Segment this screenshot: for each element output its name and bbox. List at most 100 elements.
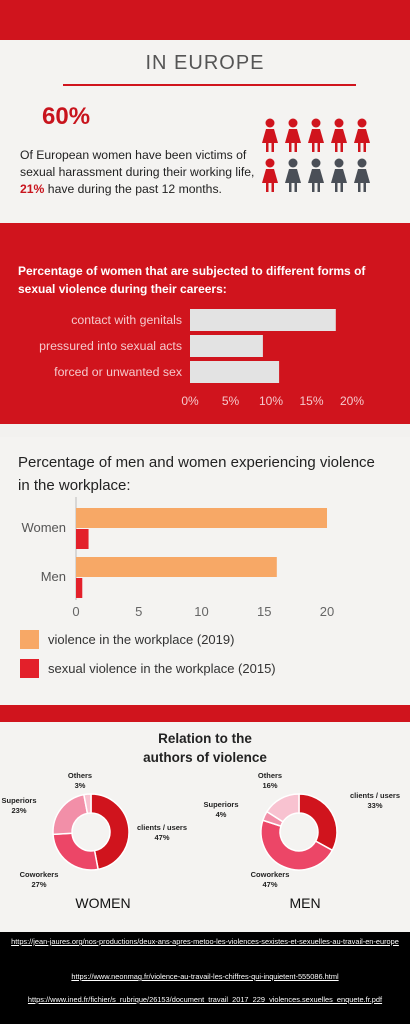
woman-figure-icon xyxy=(354,158,370,192)
slice-value: 23% xyxy=(11,806,26,815)
icon-body xyxy=(331,129,347,152)
category-label: pressured into sexual acts xyxy=(39,339,182,353)
relation-donut-charts: clients / users47%Coworkers27%Superiors2… xyxy=(1,771,400,911)
icon-body xyxy=(262,129,278,152)
icon-body xyxy=(354,129,370,152)
tick-label: 0% xyxy=(181,394,199,408)
icon-head xyxy=(334,158,344,168)
slice-label: Coworkers xyxy=(20,870,59,879)
slice-label: Superiors xyxy=(1,796,36,805)
slice-value: 47% xyxy=(262,880,277,889)
pie-slice xyxy=(265,793,300,823)
top-banner xyxy=(0,0,410,40)
violence-forms-title: Percentage of women that are subjected t… xyxy=(18,264,366,296)
icon-body xyxy=(262,169,278,192)
bar xyxy=(190,309,336,331)
bar xyxy=(76,508,327,528)
legend-label: violence in the workplace (2019) xyxy=(48,632,234,647)
pie-slice xyxy=(83,793,92,815)
bar xyxy=(76,578,83,598)
big-stat: 60% xyxy=(42,103,91,130)
icon-body xyxy=(285,169,301,192)
tick-label: 20 xyxy=(320,604,334,619)
slice-label: Others xyxy=(68,771,92,780)
icon-head xyxy=(288,118,298,128)
bar xyxy=(76,557,277,577)
slice-value: 47% xyxy=(154,833,169,842)
section-title: IN EUROPE xyxy=(145,52,265,74)
icon-body xyxy=(331,169,347,192)
pie-slice xyxy=(52,793,89,836)
icon-body xyxy=(354,169,370,192)
icon-head xyxy=(265,158,275,168)
tick-label: 10% xyxy=(259,394,283,408)
slice-value: 33% xyxy=(367,801,382,810)
tick-label: 20% xyxy=(340,394,364,408)
people-icon-grid xyxy=(262,118,370,192)
category-label: Men xyxy=(41,569,66,584)
tick-label: 15% xyxy=(299,394,323,408)
woman-figure-icon xyxy=(285,118,301,152)
violence-forms-chart: contact with genitals pressured into sexu… xyxy=(39,309,364,408)
icon-head xyxy=(357,118,367,128)
woman-figure-icon xyxy=(331,118,347,152)
category-label: contact with genitals xyxy=(71,313,182,327)
divider-band xyxy=(0,223,410,248)
icon-head xyxy=(334,118,344,128)
woman-figure-icon xyxy=(331,158,347,192)
woman-figure-icon xyxy=(308,158,324,192)
stat-text-b: have during the past 12 months. xyxy=(47,182,222,196)
source-link[interactable]: https://www.neonmag.fr/violence-au-trava… xyxy=(71,972,339,981)
divider-band xyxy=(0,705,410,722)
donut-title: WOMEN xyxy=(75,895,130,911)
slice-value: 3% xyxy=(75,781,86,790)
stat-description: Of European women have been victims of s… xyxy=(20,147,260,198)
sources-footer: https://jean-jaures.org/nos-productions/… xyxy=(0,932,410,1024)
woman-figure-icon xyxy=(262,158,278,192)
slice-label: Others xyxy=(258,771,282,780)
pie-slice xyxy=(260,819,334,871)
woman-figure-icon xyxy=(262,118,278,152)
title-underline xyxy=(63,84,356,86)
tick-label: 5 xyxy=(135,604,142,619)
slice-label: clients / users xyxy=(350,791,400,800)
slice-label: Coworkers xyxy=(251,870,290,879)
relation-title-line1: Relation to the xyxy=(158,731,252,746)
slice-label: Superiors xyxy=(203,800,238,809)
woman-figure-icon xyxy=(354,118,370,152)
bar xyxy=(190,361,280,383)
tick-label: 10 xyxy=(194,604,208,619)
icon-head xyxy=(357,158,367,168)
tick-label: 0 xyxy=(72,604,79,619)
tick-label: 15 xyxy=(257,604,271,619)
icon-body xyxy=(308,169,324,192)
woman-figure-icon xyxy=(285,158,301,192)
donut-title: MEN xyxy=(289,895,320,911)
slice-value: 16% xyxy=(262,781,277,790)
icon-body xyxy=(308,129,324,152)
icon-head xyxy=(311,158,321,168)
legend-swatch xyxy=(20,659,39,678)
legend-label: sexual violence in the workplace (2015) xyxy=(48,661,276,676)
tick-label: 5% xyxy=(222,394,240,408)
workplace-title: Percentage of men and women experiencing… xyxy=(18,454,375,494)
legend-swatch xyxy=(20,630,39,649)
source-link[interactable]: https://jean-jaures.org/nos-productions/… xyxy=(11,937,399,946)
workplace-chart: Women Men 0 5 10 15 20 violence in the workplac… xyxy=(20,497,334,678)
pie-slice xyxy=(90,793,130,871)
pie-slice xyxy=(298,793,338,852)
icon-head xyxy=(288,158,298,168)
icon-body xyxy=(285,129,301,152)
category-label: forced or unwanted sex xyxy=(54,365,183,379)
bar xyxy=(76,529,89,549)
icon-head xyxy=(265,118,275,128)
stat-highlight: 21% xyxy=(20,182,45,196)
bar xyxy=(190,335,263,357)
slice-label: clients / users xyxy=(137,823,187,832)
category-label: Women xyxy=(21,520,66,535)
slice-value: 27% xyxy=(31,880,46,889)
woman-figure-icon xyxy=(308,118,324,152)
source-link[interactable]: https://www.ined.fr/fichier/s_rubrique/2… xyxy=(27,995,383,1004)
pie-slice xyxy=(52,832,99,871)
stat-text-a: Of European women have been victims of s… xyxy=(20,148,255,179)
